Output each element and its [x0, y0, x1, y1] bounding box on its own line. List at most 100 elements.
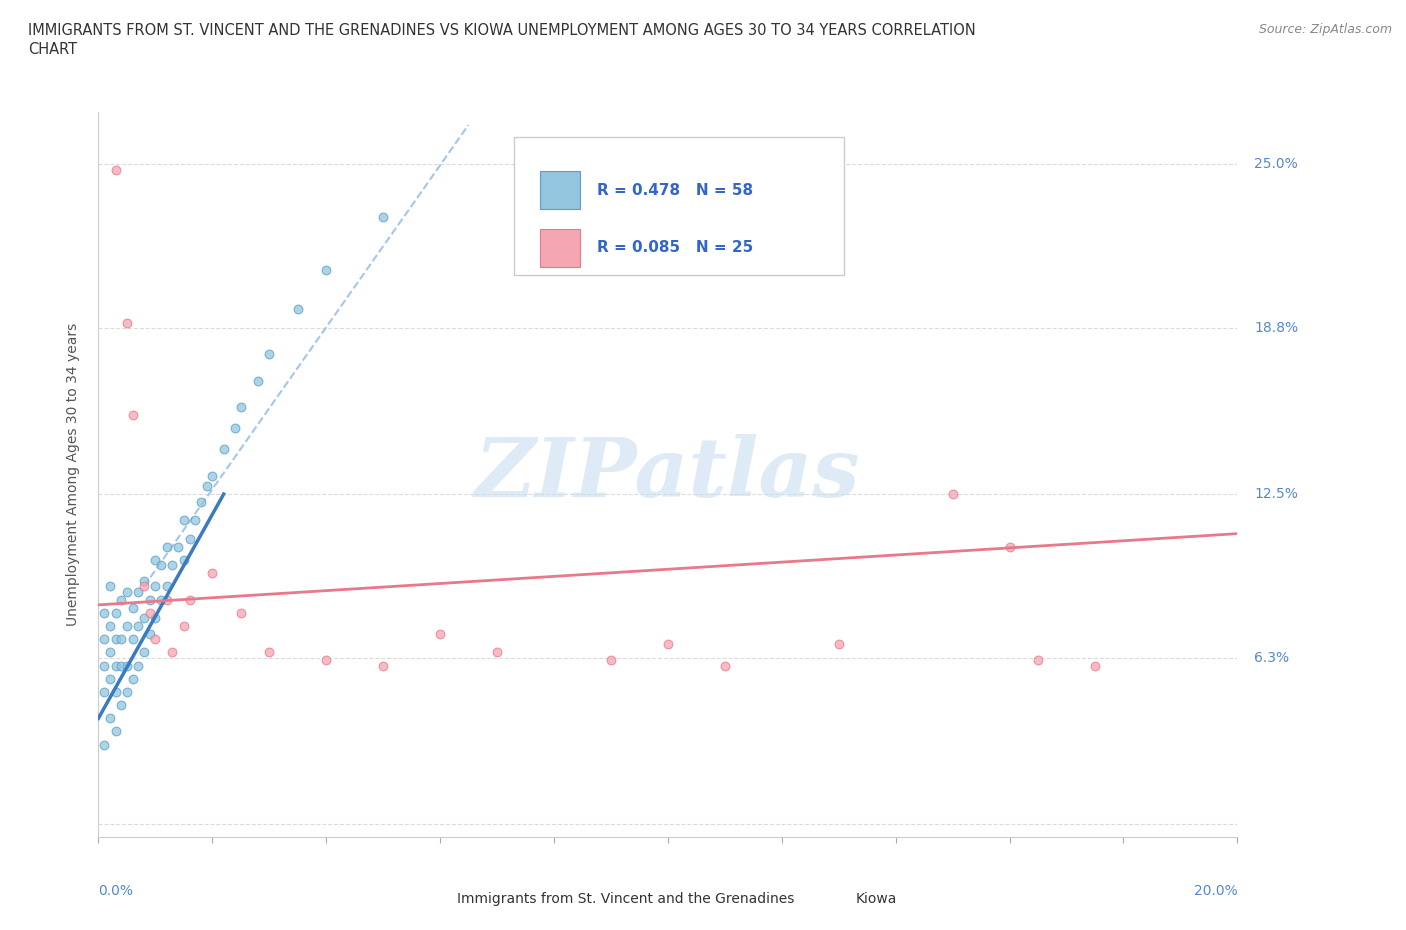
Point [145, 552, 167, 567]
Point [127, 658, 149, 673]
Point [98, 711, 121, 725]
Point [373, 658, 395, 673]
Point [145, 611, 167, 626]
Point [190, 495, 212, 510]
Point [173, 618, 195, 633]
Point [132, 644, 155, 659]
Point [212, 442, 235, 457]
Point [173, 552, 195, 567]
Text: R = 0.085   N = 25: R = 0.085 N = 25 [598, 240, 754, 255]
FancyBboxPatch shape [406, 889, 446, 908]
Point [1084, 658, 1107, 673]
Text: 18.8%: 18.8% [1254, 321, 1299, 335]
Point [121, 631, 143, 646]
Point [246, 373, 269, 388]
Text: R = 0.478   N = 58: R = 0.478 N = 58 [598, 182, 754, 198]
Point [714, 658, 737, 673]
Point [259, 644, 281, 659]
Point [229, 605, 252, 620]
Point [104, 162, 127, 177]
Point [104, 684, 127, 699]
Point [156, 592, 179, 607]
Point [259, 347, 281, 362]
FancyBboxPatch shape [515, 137, 845, 275]
Point [115, 684, 138, 699]
Point [150, 558, 173, 573]
Point [98, 671, 121, 686]
Point [121, 407, 143, 422]
Point [167, 539, 190, 554]
Point [184, 513, 207, 528]
Point [179, 531, 201, 546]
Point [138, 605, 160, 620]
Point [145, 579, 167, 594]
Point [600, 653, 623, 668]
FancyBboxPatch shape [540, 171, 581, 209]
Point [998, 539, 1021, 554]
Point [179, 592, 201, 607]
Point [115, 618, 138, 633]
Point [104, 724, 127, 739]
Point [828, 637, 851, 652]
Point [315, 653, 337, 668]
Text: 6.3%: 6.3% [1254, 651, 1289, 665]
Point [138, 627, 160, 642]
Point [104, 658, 127, 673]
Point [942, 486, 965, 501]
Point [224, 420, 246, 435]
Text: CHART: CHART [28, 42, 77, 57]
Text: ZIPatlas: ZIPatlas [475, 434, 860, 514]
Point [373, 209, 395, 224]
Point [93, 658, 115, 673]
Point [429, 627, 451, 642]
Point [132, 574, 155, 589]
Point [93, 684, 115, 699]
Point [127, 618, 149, 633]
Point [127, 584, 149, 599]
Point [156, 579, 179, 594]
Y-axis label: Unemployment Among Ages 30 to 34 years: Unemployment Among Ages 30 to 34 years [66, 323, 80, 626]
Text: 20.0%: 20.0% [1194, 884, 1237, 898]
Point [121, 671, 143, 686]
Point [156, 539, 179, 554]
Point [98, 644, 121, 659]
Point [110, 698, 132, 712]
Point [132, 611, 155, 626]
Point [162, 644, 184, 659]
Point [98, 618, 121, 633]
Point [486, 644, 509, 659]
Point [173, 513, 195, 528]
Point [115, 315, 138, 330]
Point [287, 302, 309, 317]
Point [162, 558, 184, 573]
Point [138, 592, 160, 607]
Text: 25.0%: 25.0% [1254, 157, 1298, 171]
Text: IMMIGRANTS FROM ST. VINCENT AND THE GRENADINES VS KIOWA UNEMPLOYMENT AMONG AGES : IMMIGRANTS FROM ST. VINCENT AND THE GREN… [28, 23, 976, 38]
FancyBboxPatch shape [540, 229, 581, 267]
Point [657, 637, 679, 652]
Text: 12.5%: 12.5% [1254, 487, 1298, 501]
Point [110, 658, 132, 673]
Point [93, 631, 115, 646]
Point [104, 605, 127, 620]
Point [145, 631, 167, 646]
Point [132, 579, 155, 594]
Point [104, 631, 127, 646]
Point [315, 262, 337, 277]
Point [195, 479, 218, 494]
Point [1026, 653, 1049, 668]
Point [201, 468, 224, 483]
Point [229, 400, 252, 415]
Point [115, 584, 138, 599]
Text: 0.0%: 0.0% [98, 884, 134, 898]
Point [110, 631, 132, 646]
Text: Immigrants from St. Vincent and the Grenadines: Immigrants from St. Vincent and the Gren… [457, 892, 794, 906]
Point [98, 579, 121, 594]
Point [150, 592, 173, 607]
Point [201, 565, 224, 580]
Point [115, 658, 138, 673]
Text: Kiowa: Kiowa [856, 892, 897, 906]
Text: Source: ZipAtlas.com: Source: ZipAtlas.com [1258, 23, 1392, 36]
Point [110, 592, 132, 607]
Point [93, 737, 115, 752]
